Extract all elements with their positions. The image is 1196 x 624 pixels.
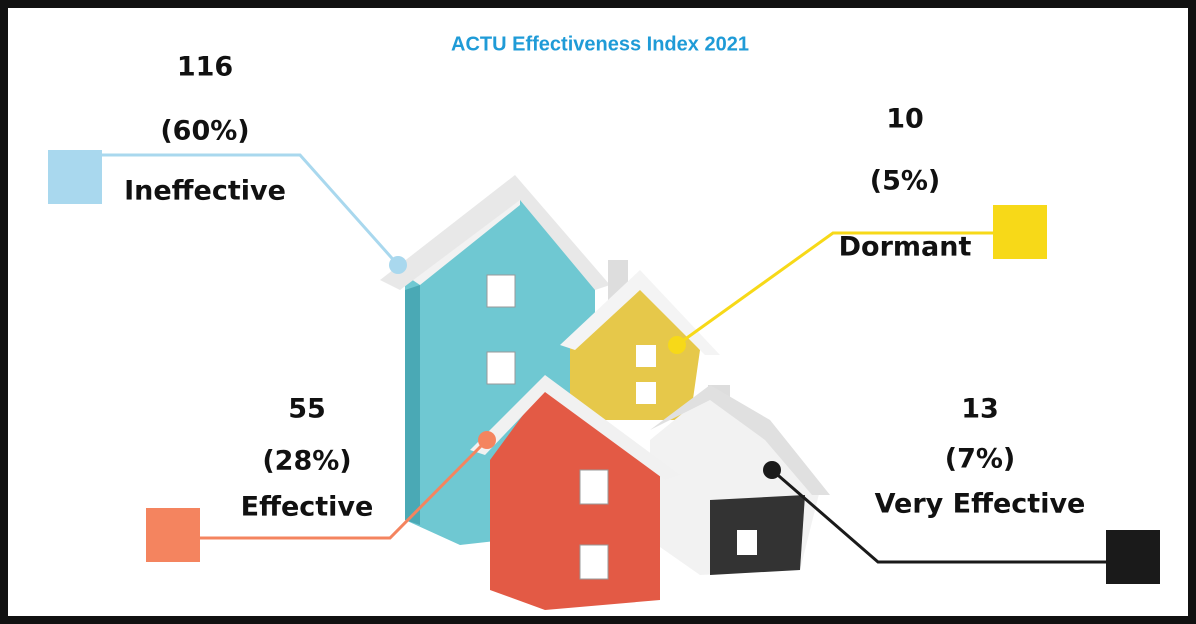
legend-square (993, 205, 1047, 259)
leader-line (200, 438, 489, 540)
title: ACTU Effectiveness Index 2021 (451, 33, 749, 55)
item-percent: (5%) (870, 166, 941, 197)
legend-square (48, 150, 102, 204)
item-percent: (28%) (262, 446, 351, 477)
item-count: 10 (886, 104, 924, 135)
item-label: Dormant (839, 232, 972, 263)
leader-dot (763, 461, 781, 479)
item-percent: (7%) (945, 444, 1016, 475)
item-count: 116 (177, 52, 233, 83)
item-percent: (60%) (160, 116, 249, 147)
legend-square (1106, 530, 1160, 584)
item-label: Very Effective (875, 489, 1086, 520)
leader-dot (389, 256, 407, 274)
houses (380, 175, 830, 610)
item-count: 55 (288, 394, 326, 425)
leader-dot (668, 336, 686, 354)
leader-line (676, 231, 995, 347)
leader-line (771, 468, 1106, 564)
item-count: 13 (961, 394, 999, 425)
item-label: Ineffective (124, 176, 286, 207)
legend-square (146, 508, 200, 562)
leader-dot (478, 431, 496, 449)
leader-line (102, 153, 400, 266)
item-label: Effective (241, 492, 374, 523)
